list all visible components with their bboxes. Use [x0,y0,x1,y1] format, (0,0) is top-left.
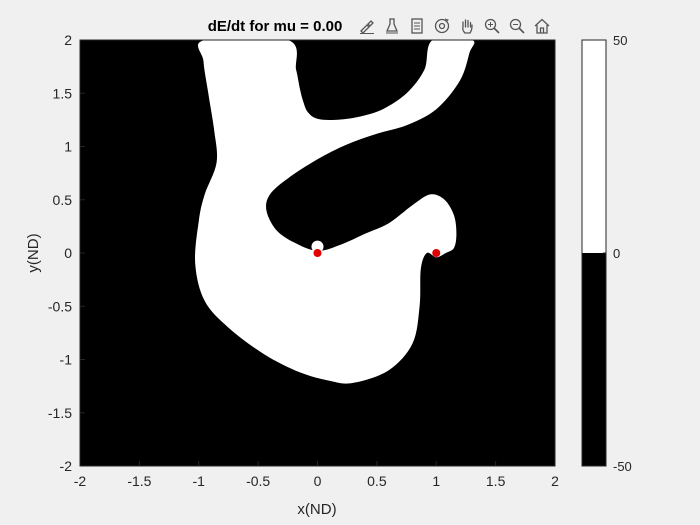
zoom-out-icon[interactable] [506,15,528,37]
rotate-3d-icon[interactable] [431,15,453,37]
zoom-in-icon[interactable] [481,15,503,37]
colorbar-lower [582,253,606,466]
home-icon[interactable] [531,15,553,37]
x-tick-label: -2 [74,473,87,489]
positive-region-bump [311,240,324,253]
y-tick-label: -0.5 [48,298,72,314]
y-tick-label: 1.5 [53,85,73,101]
x-tick-label: -1.5 [127,473,151,489]
y-tick-label: 0 [64,245,72,261]
colorbar-tick-label: 0 [613,246,620,261]
y-tick-label: -1 [60,352,73,368]
x-axis-label: x(ND) [297,501,336,518]
y-axis: 2 1.5 1 0.5 0 -0.5 -1 -1.5 -2 [48,32,85,474]
colorbar: 50 0 -50 [581,33,632,474]
colorbar-tick-label: -50 [613,459,632,474]
y-tick-label: 0.5 [53,192,73,208]
x-tick-label: -0.5 [246,473,270,489]
primary-marker [313,249,322,257]
chart-title: dE/dt for mu = 0.00 [208,18,343,35]
plot-area [79,39,556,467]
x-tick-label: 2 [551,473,559,489]
x-tick-label: 0 [314,473,322,489]
y-tick-label: 1 [64,139,72,155]
y-tick-label: 2 [64,32,72,48]
x-tick-label: 1.5 [486,473,506,489]
primary-marker [432,249,441,257]
x-tick-label: -1 [193,473,206,489]
positive-region [195,40,475,384]
y-tick-label: -2 [60,458,73,474]
colorbar-upper [582,40,606,253]
y-axis-label: y(ND) [25,233,42,272]
data-cursor-icon[interactable] [381,15,403,37]
heatmap-content [195,40,475,384]
pan-icon[interactable] [456,15,478,37]
axes-toolbar [356,13,553,39]
x-axis: -2 -1.5 -1 -0.5 0 0.5 1 1.5 2 [74,461,559,489]
colorbar-tick-label: 50 [613,33,627,48]
x-tick-label: 1 [432,473,440,489]
x-tick-label: 0.5 [367,473,387,489]
brush-icon[interactable] [356,15,378,37]
export-icon[interactable] [406,15,428,37]
y-tick-label: -1.5 [48,405,72,421]
